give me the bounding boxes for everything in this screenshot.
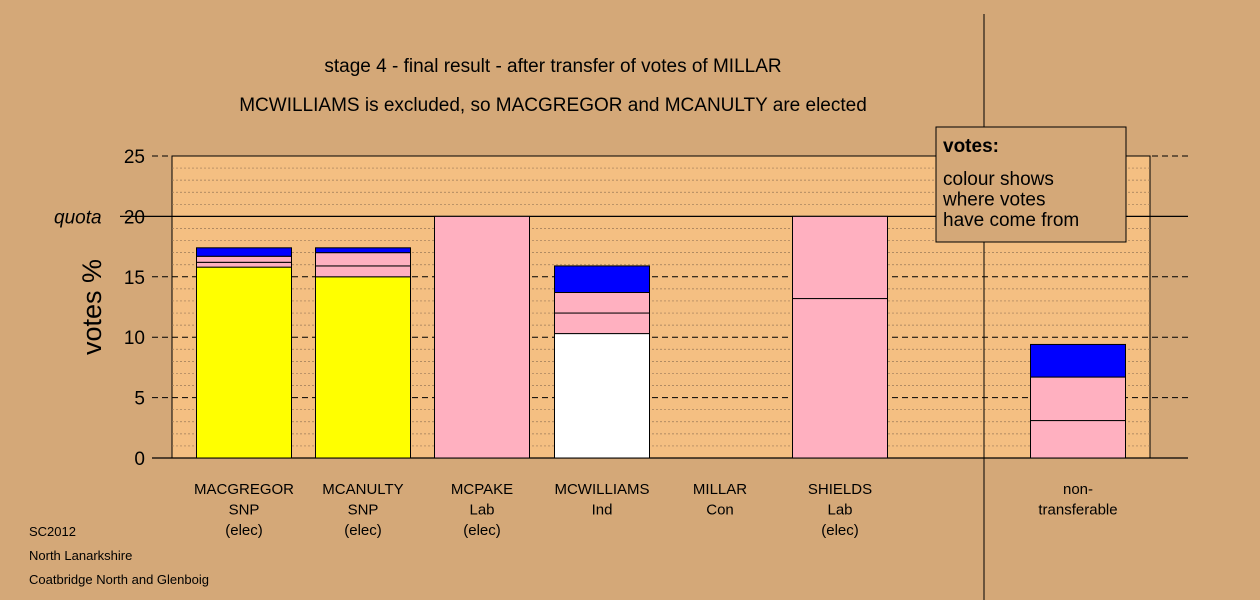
bar-segment — [315, 265, 411, 278]
candidate-label: (elec) — [225, 522, 263, 539]
bar-segment — [554, 265, 650, 294]
y-tick-label: 5 — [134, 389, 145, 410]
bar-segment — [315, 276, 411, 459]
footer-text: Coatbridge North and Glenboig — [29, 572, 209, 587]
bar-segment — [1030, 376, 1126, 422]
bar-segment — [315, 247, 411, 254]
bar-segment — [792, 298, 888, 459]
candidate-label: Lab — [827, 502, 852, 519]
bar-segment — [434, 215, 530, 459]
candidate-label: Ind — [592, 502, 613, 519]
candidate-label: (elec) — [344, 522, 382, 539]
quota-label: quota — [54, 207, 102, 228]
candidate-label: SNP — [348, 502, 379, 519]
candidate-label: (elec) — [463, 522, 501, 539]
legend-text: have come from — [943, 210, 1079, 231]
legend-text: colour shows — [943, 169, 1054, 190]
bar-segment — [554, 292, 650, 314]
bar-segment — [792, 215, 888, 300]
footer-text: SC2012 — [29, 524, 76, 539]
candidate-label: transferable — [1038, 502, 1117, 519]
legend-text: where votes — [942, 190, 1045, 211]
candidate-label: MCWILLIAMS — [554, 481, 649, 498]
y-tick-label: 10 — [124, 328, 145, 349]
bar-segment — [196, 255, 292, 263]
bar-segment — [315, 252, 411, 267]
bar-segment — [554, 333, 650, 459]
bar-segment — [554, 312, 650, 335]
candidate-label: Lab — [469, 502, 494, 519]
legend-heading: votes: — [943, 136, 999, 157]
bar-segment — [1030, 343, 1126, 378]
y-tick-label: 20 — [124, 207, 145, 228]
y-tick-label: 25 — [124, 147, 145, 168]
chart-subtitle: MCWILLIAMS is excluded, so MACGREGOR and… — [239, 95, 867, 116]
y-tick-label: 15 — [124, 268, 145, 289]
candidate-label: SHIELDS — [808, 481, 872, 498]
chart-title: stage 4 - final result - after transfer … — [324, 56, 781, 77]
y-axis-title: votes % — [77, 259, 107, 355]
candidate-label: MCANULTY — [322, 481, 403, 498]
candidate-label: MILLAR — [693, 481, 747, 498]
candidate-label: Con — [706, 502, 734, 519]
candidate-label: MACGREGOR — [194, 481, 294, 498]
bar-segment — [196, 266, 292, 459]
legend-box — [935, 126, 1127, 243]
candidate-label: (elec) — [821, 522, 859, 539]
bar-segment — [1030, 420, 1126, 459]
footer-text: North Lanarkshire — [29, 548, 132, 563]
candidate-label: non- — [1063, 481, 1093, 498]
bar-segment — [196, 247, 292, 257]
candidate-label: MCPAKE — [451, 481, 513, 498]
y-tick-label: 0 — [134, 449, 145, 470]
candidate-label: SNP — [229, 502, 260, 519]
bar-segment — [196, 261, 292, 268]
